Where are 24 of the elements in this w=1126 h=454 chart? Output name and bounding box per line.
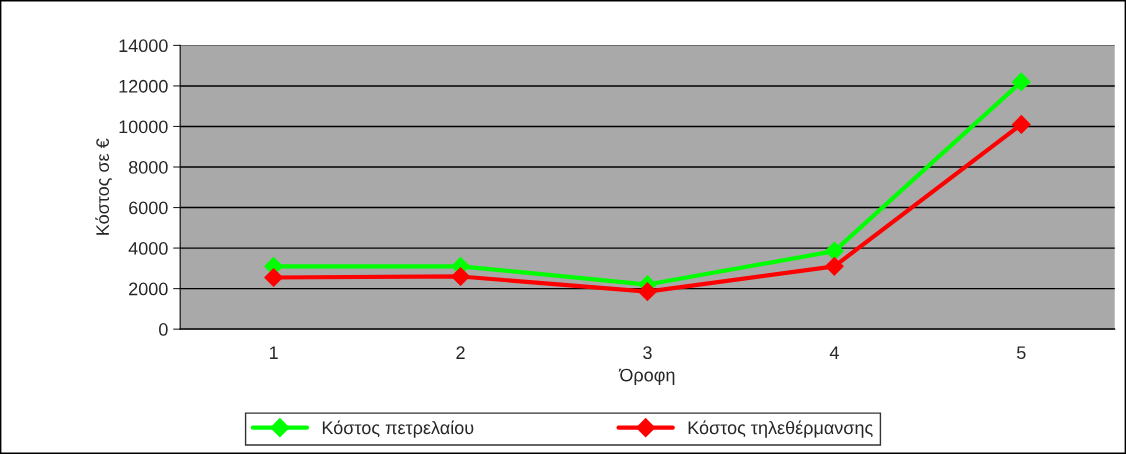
x-tick-label: 1: [269, 346, 278, 359]
point: [638, 282, 657, 302]
legend-label: Κόστος τηλεθέρμανσης: [688, 420, 873, 438]
y-tick-label: 0: [159, 323, 168, 336]
point: [264, 268, 283, 287]
point: [825, 256, 844, 276]
y-tick-label: 10000: [119, 120, 168, 134]
point: [451, 267, 470, 286]
x-axis-title: Όροφη: [618, 368, 675, 386]
x-tick-label: 3: [643, 346, 652, 360]
y-tick-label: 12000: [119, 79, 168, 93]
point: [1011, 72, 1031, 92]
x-tick-label: 5: [1016, 346, 1026, 360]
x-tick-label: 2: [456, 346, 465, 359]
point: [825, 241, 844, 261]
y-tick-label: 14000: [119, 39, 168, 53]
legend-label: Κόστος πετρελαίου: [322, 420, 474, 438]
point: [1011, 115, 1031, 134]
y-tick-label: 6000: [129, 201, 168, 215]
y-tick-label: 2000: [129, 282, 168, 296]
x-tick-label: 4: [829, 346, 839, 359]
y-axis-title: Κόστος σε €: [95, 138, 112, 235]
y-tick-label: 8000: [128, 160, 168, 174]
y-tick-label: 4000: [128, 242, 168, 255]
